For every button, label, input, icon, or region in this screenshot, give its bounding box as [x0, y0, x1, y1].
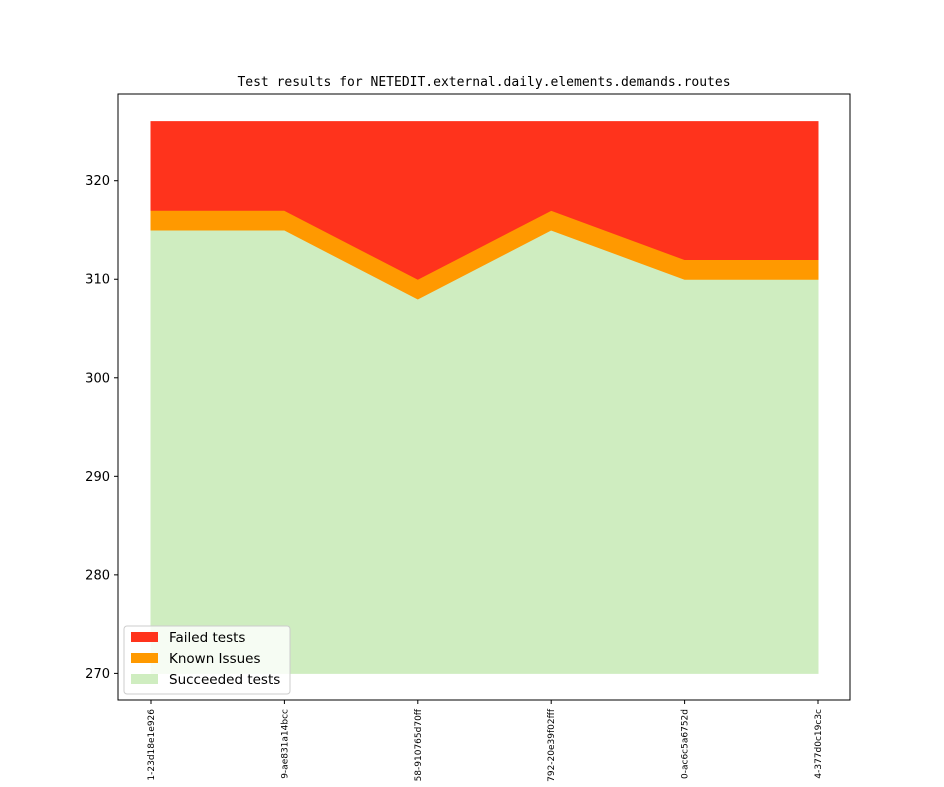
x-tick-label: 9-ae831a14bcc	[280, 709, 290, 779]
legend-label-failed-tests: Failed tests	[169, 630, 245, 646]
y-axis: 270 280 290 300 310 320	[85, 174, 118, 682]
y-tick-label: 290	[85, 470, 110, 485]
y-tick-label: 270	[85, 667, 110, 682]
x-tick-label: 792-20e39f02fff	[547, 708, 557, 782]
area-layers	[150, 121, 819, 674]
x-tick-label: 58-910765d70ff	[414, 708, 424, 781]
legend-swatch-known-issues	[131, 653, 158, 663]
area-failed-tests	[150, 121, 819, 280]
x-tick-label: 0-ac6c5a6752d	[681, 709, 691, 779]
legend-box	[123, 625, 291, 695]
legend-swatch-succeeded-tests	[131, 674, 158, 684]
y-tick-label: 320	[85, 174, 110, 189]
x-axis: 1-23d18e1e926 9-ae831a14bcc 58-910765d70ff…	[147, 700, 824, 782]
plot-frame	[117, 93, 851, 701]
legend-label-known-issues: Known Issues	[169, 651, 261, 667]
legend-label-succeeded-tests: Succeeded tests	[169, 672, 280, 688]
chart-title: Test results for NETEDIT.external.daily.…	[237, 75, 730, 90]
legend-swatch-failed-tests	[131, 632, 158, 642]
x-tick-label: 4-377d0c19c3c	[814, 709, 824, 779]
y-tick-label: 310	[85, 273, 110, 288]
area-succeeded-tests	[150, 229, 819, 674]
x-tick-label: 1-23d18e1e926	[147, 709, 157, 781]
y-tick-label: 300	[85, 371, 110, 386]
legend: Failed tests Known Issues Succeeded tests	[123, 625, 291, 695]
y-tick-label: 280	[85, 568, 110, 583]
